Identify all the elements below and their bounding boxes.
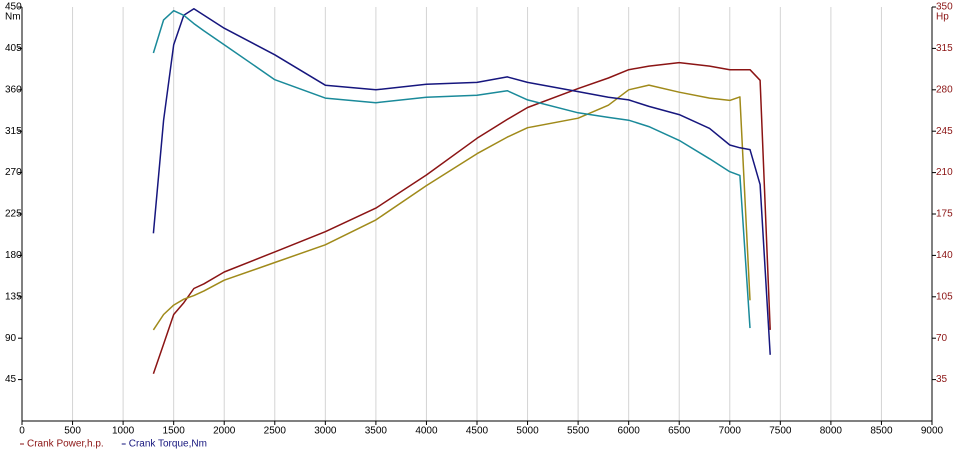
x-tick-label: 6000 [618,426,641,437]
x-tick-label: 1500 [163,426,186,437]
x-tick-label: 3000 [314,426,337,437]
x-tick-label: 0 [19,426,25,437]
y-tick-label: 315 [5,126,22,137]
line-series [152,61,771,374]
y2-tick-label: 315 [936,43,953,54]
legend-label: Crank Power,h.p. [27,439,104,450]
y2-tick-label: 175 [936,209,953,220]
y2-tick-label: 245 [936,126,953,137]
x-tick-label: 2000 [213,426,236,437]
x-tick-label: 9000 [921,426,944,437]
y-tick-label: 180 [5,250,22,261]
x-tick-label: 4000 [415,426,438,437]
y2-tick-label: 350 [936,2,953,13]
x-tick-label: 8000 [820,426,843,437]
y2-axis-label: Hp [936,12,949,23]
y2-tick-label: 210 [936,167,953,178]
line-series [152,9,751,329]
y-tick-label: 270 [5,167,22,178]
x-tick-label: 2500 [264,426,287,437]
x-tick-label: 7000 [719,426,742,437]
x-tick-label: 1000 [112,426,135,437]
x-tick-label: 3500 [365,426,388,437]
y-tick-label: 405 [5,43,22,54]
y2-tick-label: 70 [936,333,948,344]
y-tick-label: 225 [5,209,22,220]
x-tick-label: 4500 [466,426,489,437]
y-tick-label: 450 [5,2,22,13]
line-series [152,8,771,355]
legend-label: Crank Torque,Nm [129,439,207,450]
y-tick-label: 90 [5,333,17,344]
line-series [152,84,751,331]
y2-tick-label: 35 [936,374,948,385]
x-tick-label: 5000 [516,426,539,437]
y-tick-label: 135 [5,291,22,302]
y-tick-label: 45 [5,374,17,385]
y2-tick-label: 140 [936,250,953,261]
x-tick-label: 8500 [870,426,893,437]
x-tick-label: 500 [64,426,81,437]
x-tick-label: 6500 [668,426,691,437]
y-axis-label: Nm [5,12,21,23]
x-tick-label: 7500 [769,426,792,437]
y2-tick-label: 105 [936,291,953,302]
y2-tick-label: 280 [936,84,953,95]
y-tick-label: 360 [5,84,22,95]
x-tick-label: 5500 [567,426,590,437]
